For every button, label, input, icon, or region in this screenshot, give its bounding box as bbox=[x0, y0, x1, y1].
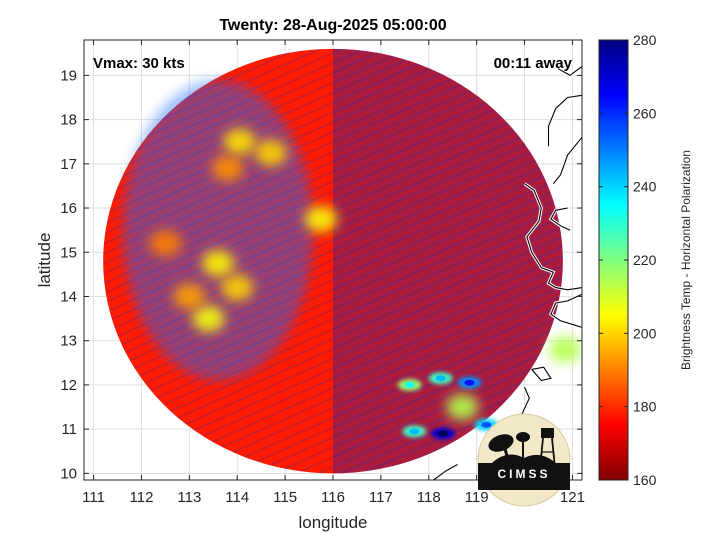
brightness-feature bbox=[149, 230, 182, 257]
x-tick-label: 117 bbox=[369, 489, 393, 506]
cimss-logo: CIMSS bbox=[477, 413, 571, 507]
data-layer bbox=[103, 48, 582, 480]
brightness-feature bbox=[173, 283, 206, 310]
chart-title: Twenty: 28-Aug-2025 05:00:00 bbox=[219, 17, 446, 34]
colorbar-tick-label: 160 bbox=[633, 472, 657, 488]
brightness-feature-core bbox=[481, 421, 492, 428]
y-tick-label: 14 bbox=[60, 288, 77, 305]
brightness-feature bbox=[549, 336, 582, 363]
brightness-feature-core bbox=[435, 375, 446, 382]
swath-west-glow bbox=[123, 80, 314, 381]
brightness-feature-core bbox=[464, 379, 475, 386]
colorbar-tick-label: 200 bbox=[633, 325, 657, 341]
coastlines bbox=[432, 65, 582, 480]
y-tick-label: 13 bbox=[60, 333, 77, 350]
x-tick-label: 113 bbox=[177, 489, 201, 506]
swath-east-shade bbox=[333, 48, 563, 474]
y-tick-label: 11 bbox=[61, 421, 77, 438]
brightness-feature bbox=[211, 155, 244, 182]
logo-text: CIMSS bbox=[497, 467, 550, 481]
x-tick-label: 116 bbox=[321, 489, 345, 506]
y-tick-label: 16 bbox=[60, 200, 77, 217]
coastline-segment bbox=[550, 293, 582, 328]
colorbar-tick-label: 180 bbox=[633, 399, 657, 415]
y-tick-label: 17 bbox=[60, 156, 77, 173]
coastline-halo bbox=[546, 93, 582, 147]
y-tick-label: 10 bbox=[60, 465, 77, 482]
brightness-feature bbox=[446, 394, 479, 421]
y-tick-label: 18 bbox=[60, 112, 77, 129]
coastline-segment bbox=[531, 366, 552, 382]
coastline-segment bbox=[547, 94, 582, 147]
colorbar-ticks: 160 180 200 220 240 260 280 bbox=[599, 32, 657, 488]
brightness-feature-core bbox=[438, 430, 449, 437]
x-tick-label: 118 bbox=[417, 489, 441, 506]
y-tick-label: 19 bbox=[60, 67, 77, 84]
coastline-segment bbox=[550, 207, 571, 231]
brightness-feature bbox=[254, 139, 287, 166]
x-tick-label: 114 bbox=[225, 489, 249, 506]
x-tick-label: 111 bbox=[82, 489, 105, 506]
y-axis-ticks: 10 11 12 13 14 15 16 17 18 19 bbox=[60, 67, 582, 482]
brightness-feature bbox=[305, 206, 338, 233]
brightness-feature-core bbox=[409, 428, 420, 435]
brightness-feature-core bbox=[404, 381, 415, 388]
coastline-halo bbox=[552, 136, 582, 185]
x-tick-label: 119 bbox=[465, 489, 489, 506]
swath-disc bbox=[103, 48, 563, 474]
brightness-features bbox=[149, 128, 582, 440]
vmax-annotation: Vmax: 30 kts bbox=[93, 55, 185, 72]
brightness-feature bbox=[223, 128, 256, 155]
coastline-segment bbox=[552, 136, 582, 185]
time-offset-annotation: 00:11 away bbox=[494, 55, 573, 72]
colorbar-tick-label: 220 bbox=[633, 252, 657, 268]
y-tick-label: 15 bbox=[60, 244, 77, 261]
x-tick-label: 112 bbox=[130, 489, 154, 506]
coastline-segment bbox=[557, 66, 582, 77]
coastline-segment bbox=[433, 464, 458, 480]
colorbar-tick-label: 240 bbox=[633, 179, 657, 195]
x-tick-label: 121 bbox=[560, 489, 585, 506]
y-tick-label: 12 bbox=[60, 377, 77, 394]
x-tick-label: 115 bbox=[273, 489, 297, 506]
y-axis-label: latitude bbox=[35, 233, 54, 288]
brightness-feature bbox=[221, 274, 254, 301]
x-axis-label: longitude bbox=[298, 513, 367, 532]
coastline-segment bbox=[524, 183, 582, 291]
colorbar bbox=[599, 40, 628, 480]
colorbar-label: Brightness Temp - Horizontal Polarizatio… bbox=[679, 150, 693, 370]
brightness-feature bbox=[202, 250, 235, 277]
colorbar-tick-label: 280 bbox=[633, 32, 657, 48]
brightness-feature bbox=[192, 305, 225, 332]
colorbar-tick-label: 260 bbox=[633, 105, 657, 121]
